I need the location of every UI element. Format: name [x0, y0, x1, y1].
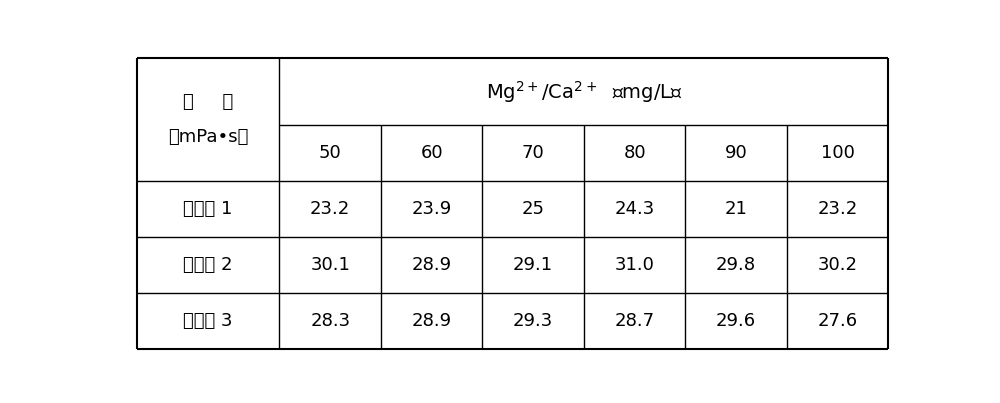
Text: 28.9: 28.9 [412, 312, 452, 330]
Text: 30.2: 30.2 [818, 256, 858, 274]
Text: 29.1: 29.1 [513, 256, 553, 274]
Text: 29.6: 29.6 [716, 312, 756, 330]
Text: 29.3: 29.3 [513, 312, 553, 330]
Text: 50: 50 [319, 144, 342, 162]
Text: 28.7: 28.7 [615, 312, 655, 330]
Text: 60: 60 [420, 144, 443, 162]
Text: 23.9: 23.9 [412, 200, 452, 218]
Text: 28.3: 28.3 [310, 312, 350, 330]
Text: 28.9: 28.9 [412, 256, 452, 274]
Text: 25: 25 [522, 200, 545, 218]
Text: 80: 80 [623, 144, 646, 162]
Text: 21: 21 [725, 200, 748, 218]
Text: 31.0: 31.0 [615, 256, 655, 274]
Text: 粘     度: 粘 度 [183, 93, 233, 112]
Text: $\mathregular{Mg^{2+}/Ca^{2+}}$  （mg/L）: $\mathregular{Mg^{2+}/Ca^{2+}}$ （mg/L） [486, 79, 682, 104]
Text: 实施例 2: 实施例 2 [183, 256, 233, 274]
Text: 23.2: 23.2 [310, 200, 350, 218]
Text: 实施例 1: 实施例 1 [183, 200, 233, 218]
Text: 70: 70 [522, 144, 545, 162]
Text: （mPa•s）: （mPa•s） [168, 128, 248, 145]
Text: 29.8: 29.8 [716, 256, 756, 274]
Text: 100: 100 [821, 144, 855, 162]
Text: 90: 90 [725, 144, 748, 162]
Text: 23.2: 23.2 [818, 200, 858, 218]
Text: 实施例 3: 实施例 3 [183, 312, 233, 330]
Text: 30.1: 30.1 [310, 256, 350, 274]
Text: 27.6: 27.6 [818, 312, 858, 330]
Text: 24.3: 24.3 [615, 200, 655, 218]
